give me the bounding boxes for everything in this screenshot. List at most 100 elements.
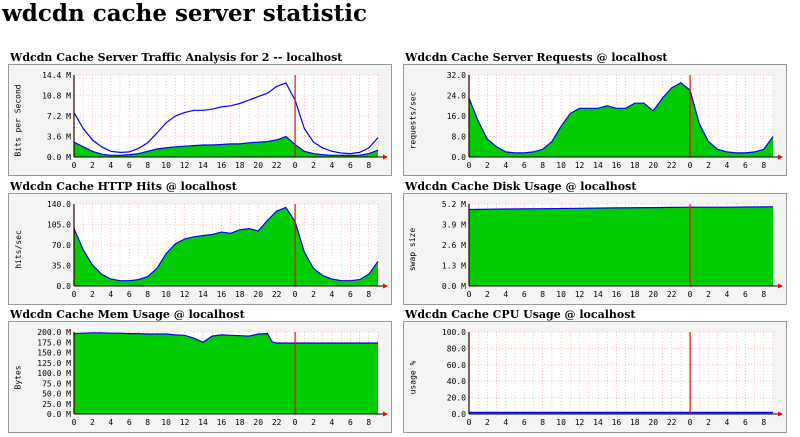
series-area — [469, 82, 773, 157]
x-tick-label: 8 — [145, 161, 150, 170]
x-tick-label: 0 — [688, 418, 693, 427]
x-tick-label: 0 — [293, 418, 298, 427]
x-tick-label: 20 — [648, 161, 658, 170]
x-tick-label: 12 — [180, 161, 190, 170]
x-tick-label: 4 — [330, 418, 335, 427]
panel-title: Wdcdn Cache Mem Usage @ localhost — [10, 308, 245, 321]
x-tick-label: 18 — [235, 290, 245, 299]
x-tick-label: 10 — [556, 418, 566, 427]
panel-title: Wdcdn Cache HTTP Hits @ localhost — [10, 180, 237, 193]
y-tick-label: 0.0 M — [47, 153, 71, 162]
x-tick-label: 16 — [612, 290, 622, 299]
traffic-chart: 0.0 M 3.6 M 7.2 M 10.8 M 14.4 M 0 2 4 6 8 10 12 14 16… — [42, 71, 388, 170]
y-tick-label: 40.0 — [447, 377, 466, 386]
x-tick-label: 16 — [217, 418, 227, 427]
x-tick-label: 4 — [503, 161, 508, 170]
x-tick-label: 2 — [485, 290, 490, 299]
x-tick-label: 4 — [725, 290, 730, 299]
x-tick-label: 18 — [630, 290, 640, 299]
x-tick-label: 2 — [311, 290, 316, 299]
x-axis-arrow — [383, 154, 388, 160]
x-tick-label: 2 — [90, 290, 95, 299]
y-tick-label: 200.0 M — [37, 328, 71, 337]
panel-title: Wdcdn Cache Server Requests @ localhost — [405, 51, 668, 64]
x-tick-label: 12 — [180, 290, 190, 299]
x-tick-label: 0 — [688, 290, 693, 299]
x-tick-label: 4 — [725, 418, 730, 427]
x-tick-label: 14 — [198, 290, 208, 299]
x-tick-label: 2 — [706, 290, 711, 299]
x-tick-label: 0 — [688, 161, 693, 170]
requests-graph: requests/sec 0.0 8.0 16.0 24.0 32.0 0 2 4 6 8 10 12… — [403, 64, 787, 176]
series-area — [469, 206, 773, 286]
series-outline — [468, 81, 774, 154]
x-tick-label: 8 — [366, 161, 371, 170]
x-tick-label: 18 — [235, 418, 245, 427]
x-tick-label: 8 — [540, 161, 545, 170]
page-title: wdcdn cache server statistic — [2, 0, 367, 27]
y-tick-label: 105.0 — [47, 221, 71, 230]
panel-title: Wdcdn Cache Server Traffic Analysis for … — [10, 51, 343, 64]
y-tick-label: 125.0 M — [37, 359, 71, 368]
x-tick-label: 2 — [485, 418, 490, 427]
disk-chart: 0.0 M 1.3 M 2.6 M 3.9 M 5.2 M 0 2 4 6 8 10 12 14 16 18… — [442, 200, 783, 299]
x-tick-label: 4 — [108, 418, 113, 427]
x-tick-label: 0 — [293, 290, 298, 299]
y-tick-label: 1.3 M — [442, 262, 466, 271]
x-tick-label: 10 — [556, 290, 566, 299]
y-tick-label: 8.0 — [452, 133, 467, 142]
hits-panel: Wdcdn Cache HTTP Hits @ localhost hits/s… — [5, 180, 395, 306]
x-tick-label: 6 — [348, 418, 353, 427]
x-tick-label: 6 — [348, 161, 353, 170]
x-tick-label: 18 — [630, 161, 640, 170]
x-tick-label: 10 — [161, 290, 171, 299]
x-tick-label: 6 — [522, 290, 527, 299]
mem-panel: Wdcdn Cache Mem Usage @ localhost Bytes … — [5, 308, 395, 434]
x-axis-arrow — [383, 283, 388, 289]
x-tick-label: 8 — [761, 161, 766, 170]
x-tick-label: 16 — [217, 161, 227, 170]
y-tick-label: 25.0 M — [42, 400, 71, 409]
x-tick-label: 16 — [217, 290, 227, 299]
x-tick-label: 0 — [467, 418, 472, 427]
x-tick-label: 22 — [272, 418, 282, 427]
x-tick-label: 6 — [127, 161, 132, 170]
x-tick-label: 0 — [72, 161, 77, 170]
y-tick-label: 100.0 M — [37, 369, 71, 378]
x-tick-label: 8 — [366, 290, 371, 299]
x-tick-label: 8 — [145, 290, 150, 299]
series-outline — [468, 206, 774, 211]
x-tick-label: 12 — [575, 161, 585, 170]
x-tick-label: 22 — [272, 290, 282, 299]
x-tick-label: 14 — [593, 418, 603, 427]
x-tick-label: 10 — [556, 161, 566, 170]
x-tick-label: 12 — [575, 290, 585, 299]
x-tick-label: 18 — [235, 161, 245, 170]
series-outline — [73, 135, 379, 156]
x-tick-label: 0 — [72, 290, 77, 299]
y-tick-label: 32.0 — [447, 71, 466, 80]
x-axis-arrow — [778, 411, 783, 417]
x-tick-label: 4 — [330, 290, 335, 299]
x-tick-label: 0 — [467, 161, 472, 170]
x-tick-label: 22 — [272, 161, 282, 170]
panel-title: Wdcdn Cache Disk Usage @ localhost — [405, 180, 637, 193]
x-tick-label: 6 — [743, 290, 748, 299]
x-tick-label: 2 — [90, 161, 95, 170]
mem-graph: Bytes 0.0 M 25.0 M 50.0 M 75.0 M 100.0 M 125.… — [8, 321, 392, 433]
x-tick-label: 20 — [648, 418, 658, 427]
series-outline — [73, 206, 379, 282]
x-tick-label: 18 — [630, 418, 640, 427]
x-tick-label: 8 — [366, 418, 371, 427]
x-tick-label: 6 — [743, 418, 748, 427]
cpu-panel: Wdcdn Cache CPU Usage @ localhost usage … — [400, 308, 790, 434]
x-tick-label: 8 — [761, 290, 766, 299]
x-tick-label: 6 — [743, 161, 748, 170]
x-tick-label: 6 — [127, 418, 132, 427]
x-tick-label: 4 — [108, 290, 113, 299]
panel-title: Wdcdn Cache CPU Usage @ localhost — [405, 308, 636, 321]
x-tick-label: 12 — [575, 418, 585, 427]
